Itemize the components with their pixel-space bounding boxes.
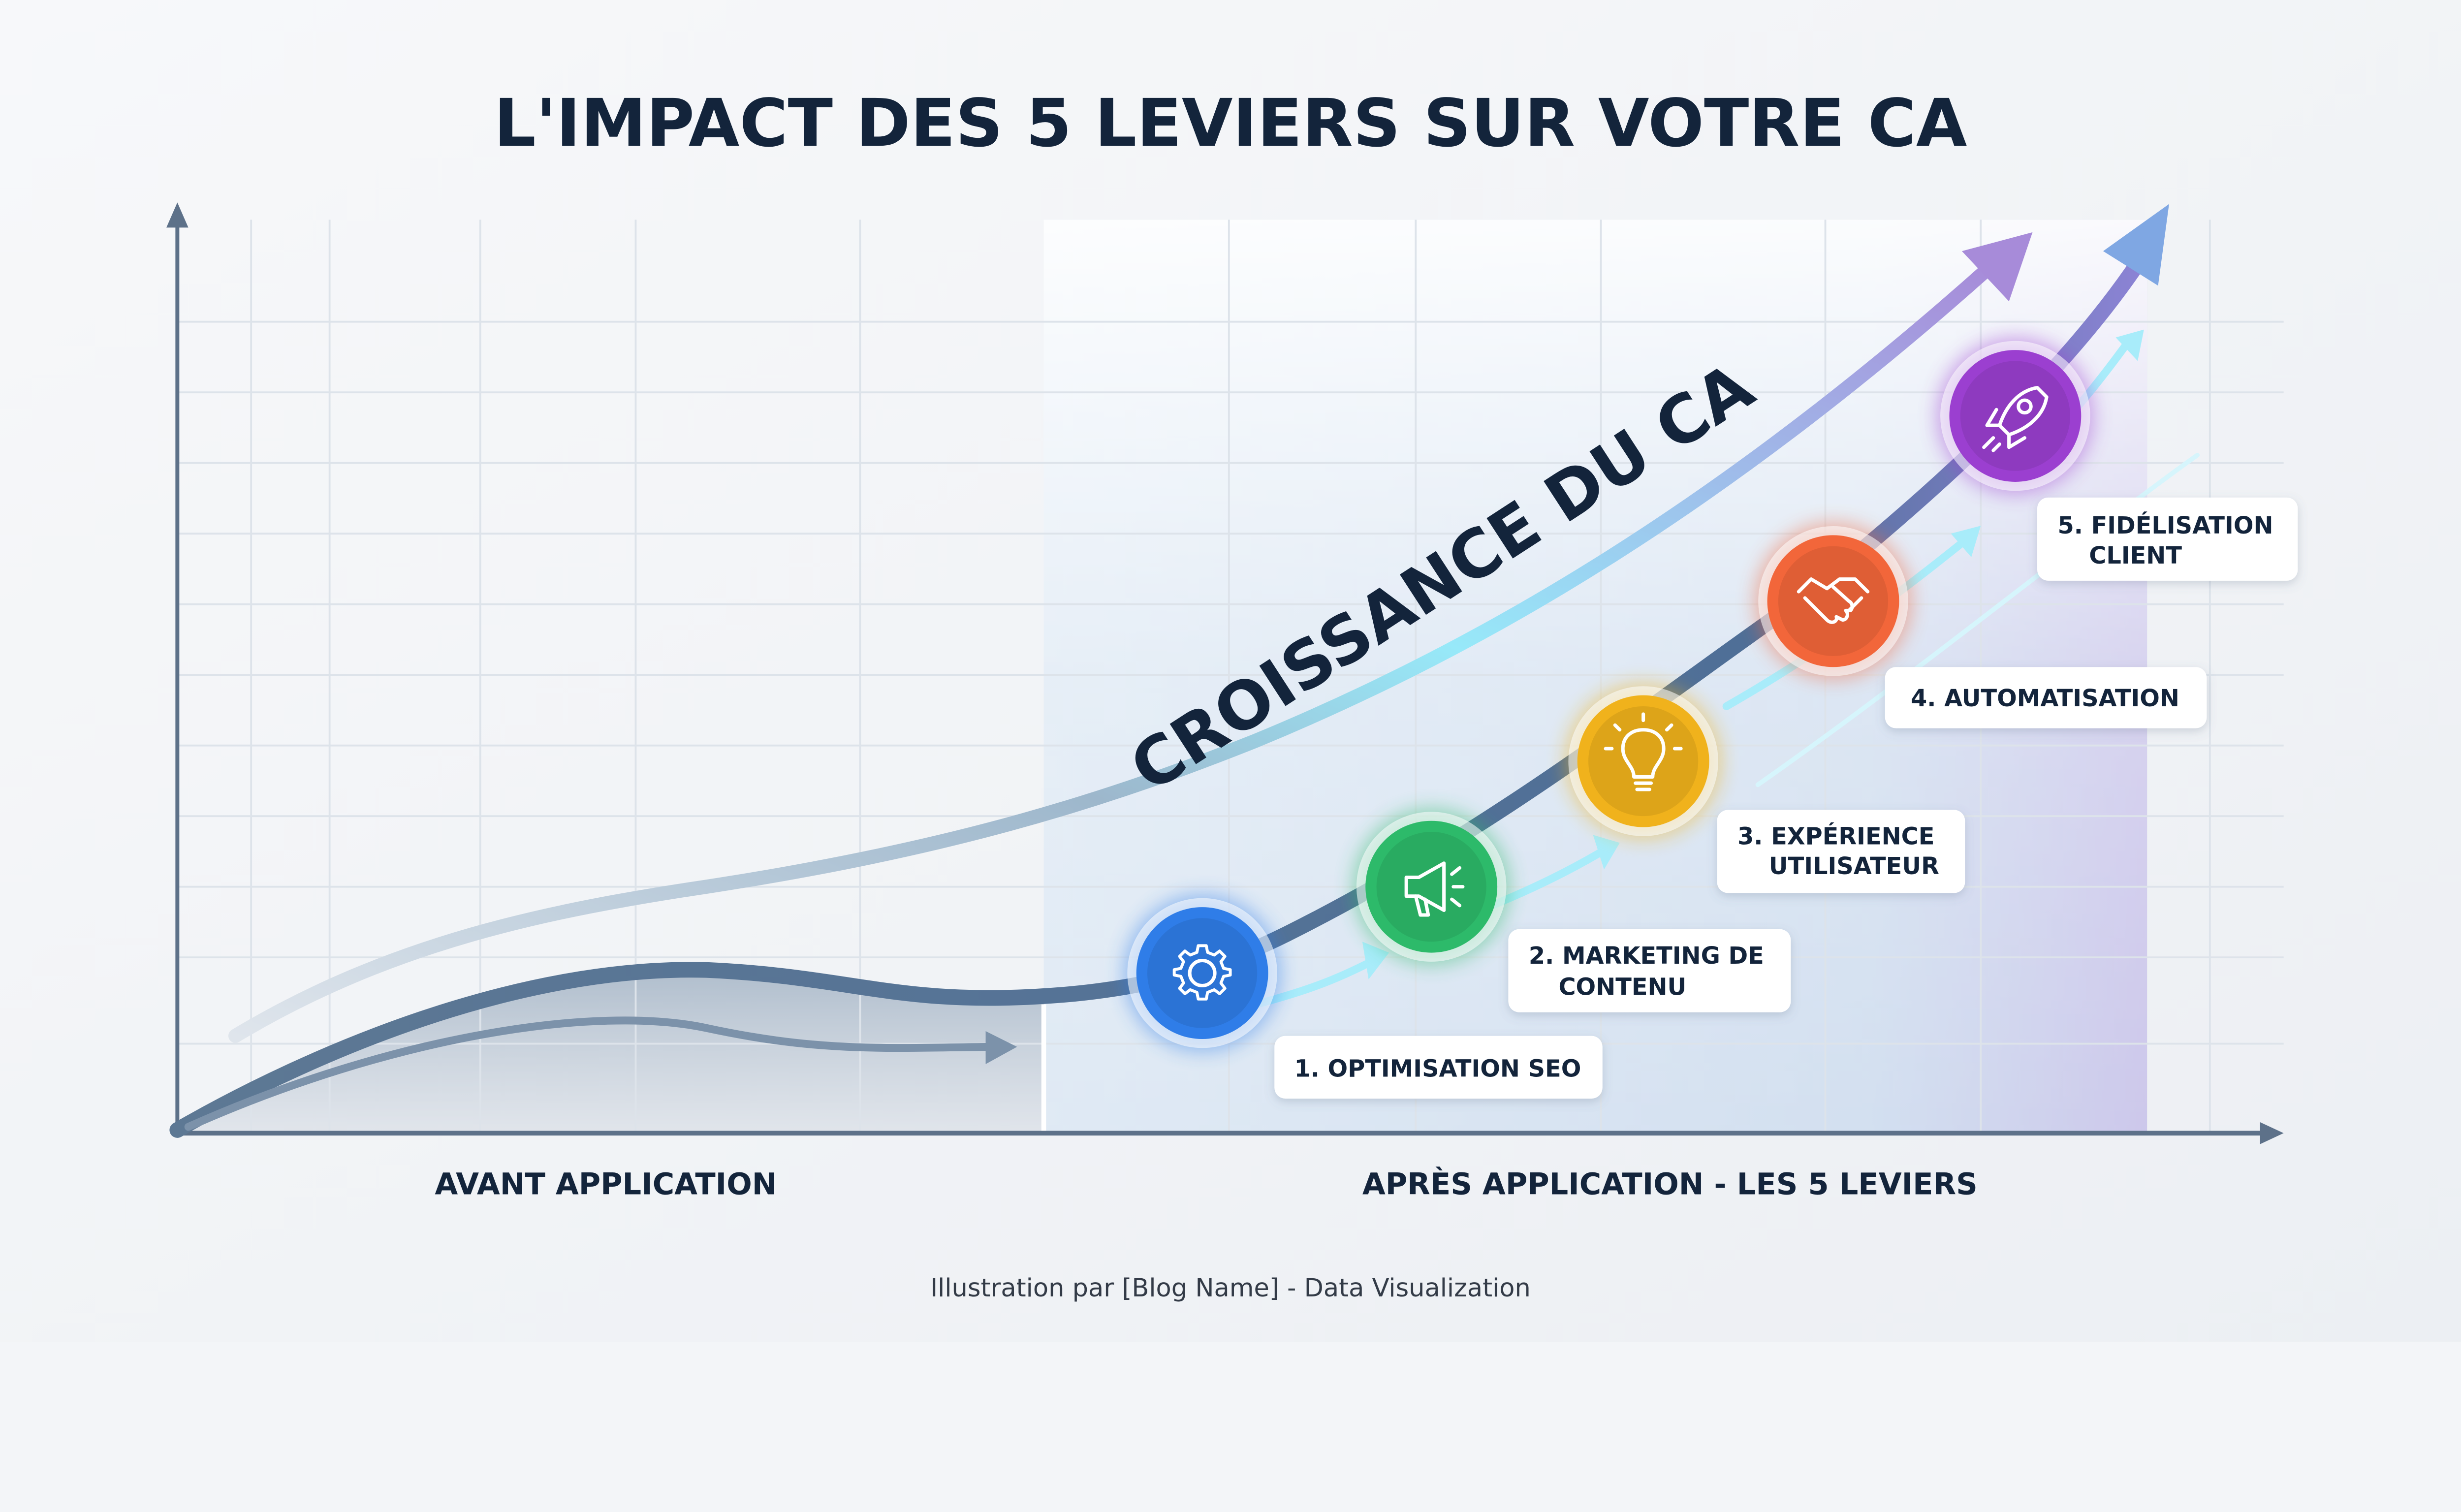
- baseline-curve-head: [985, 1031, 1017, 1064]
- lever-node-3: [1565, 683, 1722, 840]
- footer-credit: Illustration par [Blog Name] - Data Visu…: [930, 1274, 1531, 1303]
- growth-arrow: [228, 259, 1997, 1043]
- accent-arrow-heads: [1362, 329, 2144, 979]
- lever-label-1: 1. OPTIMISATION SEO: [1294, 1055, 1581, 1082]
- baseline-curve: [184, 1016, 993, 1131]
- label-box-2: [1508, 929, 1791, 1012]
- node-inner: [1147, 918, 1258, 1028]
- node-inner: [1960, 361, 2070, 471]
- revenue-curve-head: [2103, 204, 2169, 286]
- handshake-icon: [1797, 577, 1870, 624]
- lever-label-5: 5. FIDÉLISATION: [2057, 511, 2273, 539]
- node-disc: [1365, 820, 1498, 953]
- lever-label-3: 3. EXPÉRIENCE: [1737, 822, 1934, 850]
- label-box-3: [1717, 810, 1965, 893]
- lever-label-3b: UTILISATEUR: [1769, 853, 1939, 880]
- rocket-icon: [1982, 386, 2049, 452]
- axis-label-after: APRÈS APPLICATION - LES 5 LEVIERS: [1362, 1166, 1978, 1202]
- lever-node-1: [1124, 894, 1281, 1052]
- lightbulb-icon: [1604, 712, 1683, 791]
- node-disc: [1949, 350, 2082, 482]
- node-inner: [1588, 706, 1699, 817]
- page-title: L'IMPACT DES 5 LEVIERS SUR VOTRE CA: [494, 85, 1967, 162]
- node-disc: [1136, 907, 1268, 1039]
- lever-label-5b: CLIENT: [2089, 542, 2182, 569]
- lever-label-4: 4. AUTOMATISATION: [1911, 685, 2179, 712]
- label-box-4: [1885, 667, 2207, 728]
- node-disc: [1767, 535, 1899, 667]
- x-axis-arrow: [2260, 1122, 2284, 1144]
- label-box-5: [2037, 497, 2298, 581]
- gear-icon: [1172, 944, 1232, 1001]
- y-axis-arrow: [166, 202, 189, 228]
- node-disc: [1577, 695, 1709, 827]
- axis-label-before: AVANT APPLICATION: [435, 1167, 777, 1202]
- infographic: CROISSANCE DU CA L'IMPACT DES 5 LEVIERS …: [0, 0, 2461, 1342]
- node-inner: [1778, 546, 1889, 656]
- lever-node-4: [1755, 522, 1912, 680]
- label-box-1: [1274, 1036, 1603, 1099]
- lever-labels: [1274, 497, 2298, 1099]
- megaphone-icon: [1404, 861, 1465, 917]
- lever-node-2: [1353, 808, 1510, 966]
- lever-label-2b: CONTENU: [1558, 974, 1686, 1001]
- lever-nodes: [1124, 337, 2094, 1052]
- lever-node-5: [1936, 337, 2094, 495]
- node-inner: [1376, 832, 1486, 942]
- before-region: [177, 970, 1044, 1134]
- lever-label-2: 2. MARKETING DE: [1529, 943, 1764, 970]
